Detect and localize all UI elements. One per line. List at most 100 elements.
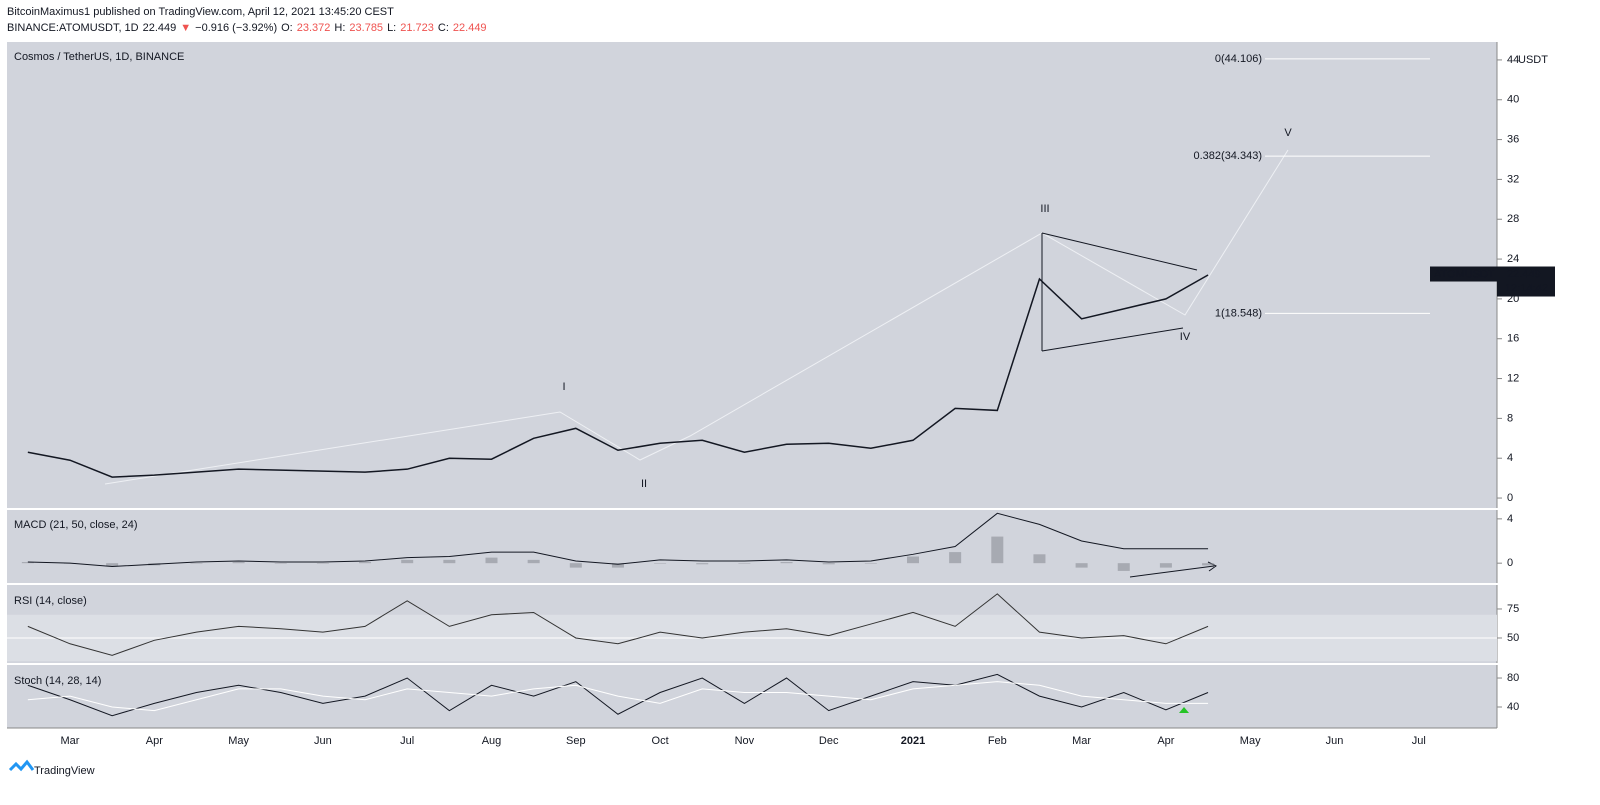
wave-count-line <box>104 149 1289 485</box>
wave-label: V <box>1284 127 1292 139</box>
histogram-bar <box>822 563 835 565</box>
pane-title: RSI (14, close) <box>14 595 87 607</box>
wave-label: II <box>641 478 647 490</box>
x-tick-label: Jun <box>314 735 332 747</box>
x-tick-label: Mar <box>61 735 80 747</box>
header-segment: 22.449 <box>453 22 487 34</box>
price-tag-value: 22.449 <box>1507 268 1541 280</box>
x-tick-label: Nov <box>735 735 755 747</box>
y-tick-label: 44 <box>1507 54 1519 66</box>
series-line <box>27 593 1209 656</box>
header-segment: O: <box>281 22 293 34</box>
header-segment: H: <box>334 22 345 34</box>
y-tick-label: 4 <box>1507 513 1513 525</box>
y-tick-label: 28 <box>1507 213 1519 225</box>
y-unit: USDT <box>1518 54 1548 66</box>
histogram-bar <box>611 563 624 568</box>
histogram-bar <box>569 563 582 568</box>
histogram-bar <box>738 563 751 564</box>
x-tick-label: Jul <box>400 735 414 747</box>
y-tick-label: 36 <box>1507 133 1519 145</box>
price-tag-countdown: 12:14:42 <box>1505 282 1548 294</box>
x-tick-label: 2021 <box>901 735 925 747</box>
histogram-bar <box>485 557 498 564</box>
y-tick-label: 75 <box>1507 603 1519 615</box>
price-tag-symbol: ATOMUSDT <box>1434 268 1495 280</box>
x-tick-label: Apr <box>146 735 163 747</box>
histogram-bar <box>1159 563 1172 568</box>
y-tick-label: 0 <box>1507 492 1513 504</box>
y-tick-label: 32 <box>1507 173 1519 185</box>
pane-title: Cosmos / TetherUS, 1D, BINANCE <box>14 51 184 63</box>
y-tick-label: 0 <box>1507 557 1513 569</box>
x-tick-label: May <box>1240 735 1261 747</box>
histogram-bar <box>401 559 414 564</box>
histogram-bar <box>654 563 667 564</box>
pane-title: MACD (21, 50, close, 24) <box>14 519 138 531</box>
y-tick-label: 40 <box>1507 94 1519 106</box>
histogram-bar <box>949 552 962 564</box>
brand-logo <box>8 759 35 772</box>
wave-label: IV <box>1180 331 1191 343</box>
macd-divergence-arrow <box>1129 565 1215 578</box>
header-segment: 22.449 <box>143 22 177 34</box>
y-tick-label: 80 <box>1507 672 1519 684</box>
fib-label: 0.382(34.343) <box>1194 150 1263 162</box>
histogram-bar <box>907 556 919 564</box>
price-tag-bg <box>1430 266 1497 282</box>
x-tick-label: Dec <box>819 735 839 747</box>
header-segment: 21.723 <box>400 22 434 34</box>
wave-label: I <box>562 381 565 393</box>
histogram-bar <box>106 563 119 567</box>
header-segment: 23.372 <box>297 22 331 34</box>
histogram-bar <box>527 559 540 564</box>
histogram-bar <box>780 562 793 564</box>
histogram-bar <box>1075 563 1088 568</box>
series-line <box>27 274 1209 478</box>
y-tick-label: 8 <box>1507 412 1513 424</box>
histogram-bar <box>359 562 372 564</box>
fib-label: 1(18.548) <box>1215 307 1262 319</box>
fib-label: 0(44.106) <box>1215 53 1262 65</box>
y-tick-label: 12 <box>1507 372 1519 384</box>
header-segment: ▼ <box>180 22 191 34</box>
histogram-bar <box>1033 554 1046 564</box>
y-tick-label: 24 <box>1507 253 1519 265</box>
x-tick-label: Feb <box>988 735 1007 747</box>
histogram-bar <box>1202 563 1215 566</box>
author-line: BitcoinMaximus1 published on TradingView… <box>7 6 394 18</box>
y-tick-label: 4 <box>1507 452 1513 464</box>
x-tick-label: May <box>228 735 249 747</box>
x-tick-label: Mar <box>1072 735 1091 747</box>
x-tick-label: Sep <box>566 735 586 747</box>
brand-name: TradingView <box>34 765 95 777</box>
histogram-bar <box>316 563 329 564</box>
triangle-lower <box>1041 327 1184 352</box>
histogram-bar <box>443 559 456 564</box>
series-line <box>27 512 1209 567</box>
series-line <box>27 673 1209 717</box>
histogram-bar <box>1117 563 1130 571</box>
y-tick-label: 40 <box>1507 701 1519 713</box>
x-tick-label: Jun <box>1326 735 1344 747</box>
series-line <box>27 681 1209 712</box>
header-segment: L: <box>387 22 396 34</box>
chart-bg <box>7 42 1497 728</box>
histogram-bar <box>991 536 1004 564</box>
histogram-bar <box>232 562 245 564</box>
price-tag-box <box>1497 266 1555 297</box>
header-segment: BINANCE:ATOMUSDT, 1D <box>7 22 139 34</box>
x-tick-label: Apr <box>1157 735 1174 747</box>
header-segment: C: <box>438 22 449 34</box>
histogram-bar <box>864 563 877 564</box>
x-tick-label: Jul <box>1412 735 1426 747</box>
wave-label: III <box>1040 203 1049 215</box>
histogram-bar <box>21 562 34 564</box>
header-segment: −0.916 (−3.92%) <box>195 22 277 34</box>
triangle-upper <box>1041 232 1198 271</box>
histogram-bar <box>190 563 203 564</box>
header-segment: 23.785 <box>349 22 383 34</box>
histogram-bar <box>274 563 287 564</box>
stoch-signal <box>1179 707 1189 713</box>
pane-title: Stoch (14, 28, 14) <box>14 675 101 687</box>
